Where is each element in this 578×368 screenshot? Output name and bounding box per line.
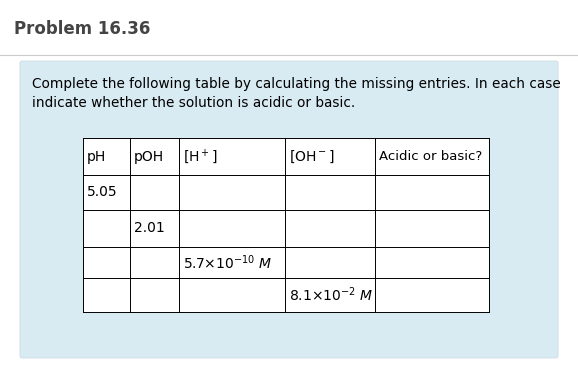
- Text: pOH: pOH: [134, 149, 164, 163]
- Text: Problem 16.36: Problem 16.36: [14, 20, 150, 38]
- Bar: [83, 138, 489, 312]
- Text: Acidic or basic?: Acidic or basic?: [379, 150, 482, 163]
- Text: pH: pH: [87, 149, 106, 163]
- Text: 5.05: 5.05: [87, 185, 118, 199]
- Text: $5.7{\times}10^{-10}\ M$: $5.7{\times}10^{-10}\ M$: [183, 253, 272, 272]
- Text: 2.01: 2.01: [134, 222, 165, 236]
- Text: indicate whether the solution is acidic or basic.: indicate whether the solution is acidic …: [32, 96, 355, 110]
- Text: $8.1{\times}10^{-2}\ M$: $8.1{\times}10^{-2}\ M$: [289, 286, 373, 304]
- Text: Complete the following table by calculating the missing entries. In each case: Complete the following table by calculat…: [32, 77, 561, 91]
- Text: $[\mathrm{H}^+]$: $[\mathrm{H}^+]$: [183, 147, 218, 166]
- Text: $[\mathrm{OH}^-]$: $[\mathrm{OH}^-]$: [289, 148, 335, 164]
- FancyBboxPatch shape: [20, 61, 558, 358]
